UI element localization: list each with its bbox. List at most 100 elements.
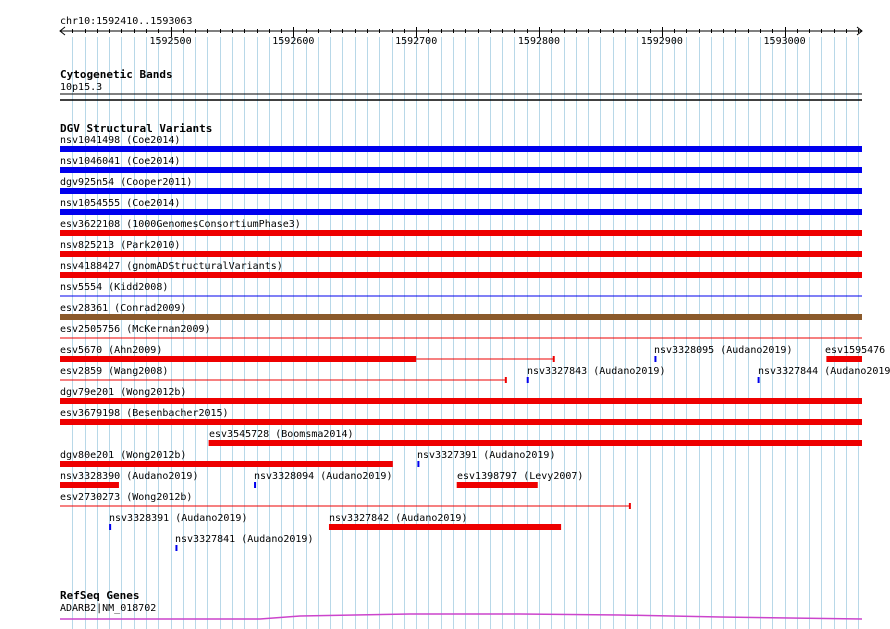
dgv-feature[interactable]: nsv3327842 (Audano2019) xyxy=(328,513,562,530)
feature-bar[interactable] xyxy=(60,167,862,173)
feature-label: nsv825213 (Park2010) xyxy=(60,240,180,251)
dgv-feature[interactable]: nsv1041498 (Coe2014) xyxy=(60,135,862,152)
dgv-feature[interactable]: nsv3327391 (Audano2019) xyxy=(417,450,555,467)
ruler-tick-label: 1592900 xyxy=(641,36,683,47)
feature-label: esv3622108 (1000GenomesConsortiumPhase3) xyxy=(60,219,301,230)
dgv-feature[interactable]: esv2859 (Wang2008) xyxy=(60,366,507,383)
dgv-feature[interactable]: esv28361 (Conrad2009) xyxy=(60,303,862,320)
feature-tick[interactable] xyxy=(175,545,178,551)
dgv-feature[interactable]: dgv80e201 (Wong2012b) xyxy=(60,450,393,467)
feature-tick[interactable] xyxy=(417,461,420,467)
dgv-feature[interactable]: nsv1054555 (Coe2014) xyxy=(60,198,862,215)
feature-label: nsv1046041 (Coe2014) xyxy=(60,156,180,167)
feature-bar[interactable] xyxy=(60,188,862,194)
feature-label: nsv1054555 (Coe2014) xyxy=(60,198,180,209)
ruler-ticks: 1592500 1592600 1592700 1592800 1592900 15930… xyxy=(72,27,859,47)
ruler-tick-label: 1592800 xyxy=(518,36,560,47)
dgv-feature[interactable]: esv2505756 (McKernan2009) xyxy=(60,324,862,339)
feature-bar[interactable] xyxy=(208,440,862,446)
dgv-feature[interactable]: nsv4188427 (gnomADStructuralVariants) xyxy=(60,261,862,278)
dgv-feature[interactable]: nsv3328095 (Audano2019) xyxy=(654,345,792,362)
feature-bar[interactable] xyxy=(60,482,119,488)
dgv-feature[interactable]: esv3622108 (1000GenomesConsortiumPhase3) xyxy=(60,219,862,236)
location-label: chr10:1592410..1593063 xyxy=(60,16,192,27)
feature-tick[interactable] xyxy=(757,377,760,383)
feature-label: nsv5554 (Kidd2008) xyxy=(60,282,168,293)
dgv-feature[interactable]: nsv1046041 (Coe2014) xyxy=(60,156,862,173)
feature-bar[interactable] xyxy=(60,356,417,362)
feature-label: nsv3327391 (Audano2019) xyxy=(417,450,555,461)
ruler-tick-label: 1592500 xyxy=(149,36,191,47)
feature-bar[interactable] xyxy=(60,461,393,467)
dgv-feature[interactable]: esv3679198 (Besenbacher2015) xyxy=(60,408,862,425)
feature-bar[interactable] xyxy=(60,398,862,404)
feature-label: nsv4188427 (gnomADStructuralVariants) xyxy=(60,261,283,272)
vertical-grid xyxy=(72,37,859,629)
feature-label: esv3679198 (Besenbacher2015) xyxy=(60,408,229,419)
dgv-feature[interactable]: nsv3328094 (Audano2019) xyxy=(254,471,392,488)
refseq-track[interactable]: RefSeq Genes ADARB2|NM_018702 xyxy=(60,589,863,620)
dgv-features: nsv1041498 (Coe2014) nsv1046041 (Coe2014)… xyxy=(60,135,890,551)
refseq-gene-line[interactable] xyxy=(60,613,863,620)
dgv-feature[interactable]: nsv5554 (Kidd2008) xyxy=(60,282,862,297)
feature-tick[interactable] xyxy=(654,356,657,362)
feature-bar[interactable] xyxy=(60,314,862,320)
feature-bar[interactable] xyxy=(456,482,538,488)
cytoband-track[interactable]: Cytogenetic Bands 10p15.3 xyxy=(60,68,862,101)
refseq-gene-label: ADARB2|NM_018702 xyxy=(60,603,156,614)
dgv-feature[interactable]: esv1595476 xyxy=(825,345,885,362)
dgv-feature[interactable]: esv3545728 (Boomsma2014) xyxy=(208,429,862,446)
feature-label: esv1595476 xyxy=(825,345,885,356)
feature-tick[interactable] xyxy=(254,482,257,488)
cytoband-track-title: Cytogenetic Bands xyxy=(60,68,173,81)
feature-label: esv5670 (Ahn2009) xyxy=(60,345,162,356)
feature-bar[interactable] xyxy=(328,524,562,530)
feature-label: nsv3328094 (Audano2019) xyxy=(254,471,392,482)
feature-label: esv3545728 (Boomsma2014) xyxy=(209,429,354,440)
dgv-feature[interactable]: esv2730273 (Wong2012b) xyxy=(60,492,631,509)
dgv-feature[interactable]: nsv3327841 (Audano2019) xyxy=(175,534,313,551)
ruler-tick-label: 1593000 xyxy=(764,36,806,47)
feature-label: nsv3328391 (Audano2019) xyxy=(109,513,247,524)
feature-bar[interactable] xyxy=(60,272,862,278)
feature-bar[interactable] xyxy=(60,419,862,425)
dgv-feature[interactable]: nsv3327843 (Audano2019) xyxy=(526,366,666,383)
dgv-feature[interactable]: nsv3327844 (Audano2019) xyxy=(757,366,890,383)
feature-label: nsv3328095 (Audano2019) xyxy=(654,345,792,356)
cytoband-label: 10p15.3 xyxy=(60,82,102,93)
feature-bar[interactable] xyxy=(60,251,862,257)
ruler[interactable]: chr10:1592410..1593063 1592500 1592600 159… xyxy=(59,16,863,47)
dgv-feature[interactable]: dgv79e201 (Wong2012b) xyxy=(60,387,862,404)
dgv-feature[interactable]: dgv925n54 (Cooper2011) xyxy=(60,177,862,194)
ruler-right-arrow xyxy=(856,26,863,36)
feature-label: nsv3327843 (Audano2019) xyxy=(527,366,665,377)
feature-label: esv2730273 (Wong2012b) xyxy=(60,492,192,503)
feature-label: nsv1041498 (Coe2014) xyxy=(60,135,180,146)
feature-label: nsv3327842 (Audano2019) xyxy=(329,513,467,524)
ruler-tick-label: 1592600 xyxy=(272,36,314,47)
feature-tick[interactable] xyxy=(526,377,529,383)
feature-label: nsv3327841 (Audano2019) xyxy=(175,534,313,545)
dgv-track-title: DGV Structural Variants xyxy=(60,122,212,135)
dgv-track[interactable]: DGV Structural Variants nsv1041498 (Coe2… xyxy=(60,122,890,551)
feature-label: esv1398797 (Levy2007) xyxy=(457,471,583,482)
feature-bar[interactable] xyxy=(60,209,862,215)
feature-label: nsv3327844 (Audano2019) xyxy=(758,366,890,377)
dgv-feature[interactable]: nsv825213 (Park2010) xyxy=(60,240,862,257)
ruler-tick-label: 1592700 xyxy=(395,36,437,47)
feature-bar[interactable] xyxy=(60,146,862,152)
dgv-feature[interactable]: esv5670 (Ahn2009) xyxy=(60,345,555,362)
feature-label: esv2859 (Wang2008) xyxy=(60,366,168,377)
dgv-feature[interactable]: nsv3328390 (Audano2019) xyxy=(60,471,198,488)
ruler-left-arrow xyxy=(59,26,66,36)
feature-bar[interactable] xyxy=(826,356,862,362)
refseq-track-title: RefSeq Genes xyxy=(60,589,139,602)
feature-label: nsv3328390 (Audano2019) xyxy=(60,471,198,482)
feature-tick[interactable] xyxy=(109,524,112,530)
feature-label: esv28361 (Conrad2009) xyxy=(60,303,186,314)
feature-bar[interactable] xyxy=(60,230,862,236)
dgv-feature[interactable]: esv1398797 (Levy2007) xyxy=(456,471,584,488)
dgv-feature[interactable]: nsv3328391 (Audano2019) xyxy=(109,513,247,530)
feature-label: dgv79e201 (Wong2012b) xyxy=(60,387,186,398)
